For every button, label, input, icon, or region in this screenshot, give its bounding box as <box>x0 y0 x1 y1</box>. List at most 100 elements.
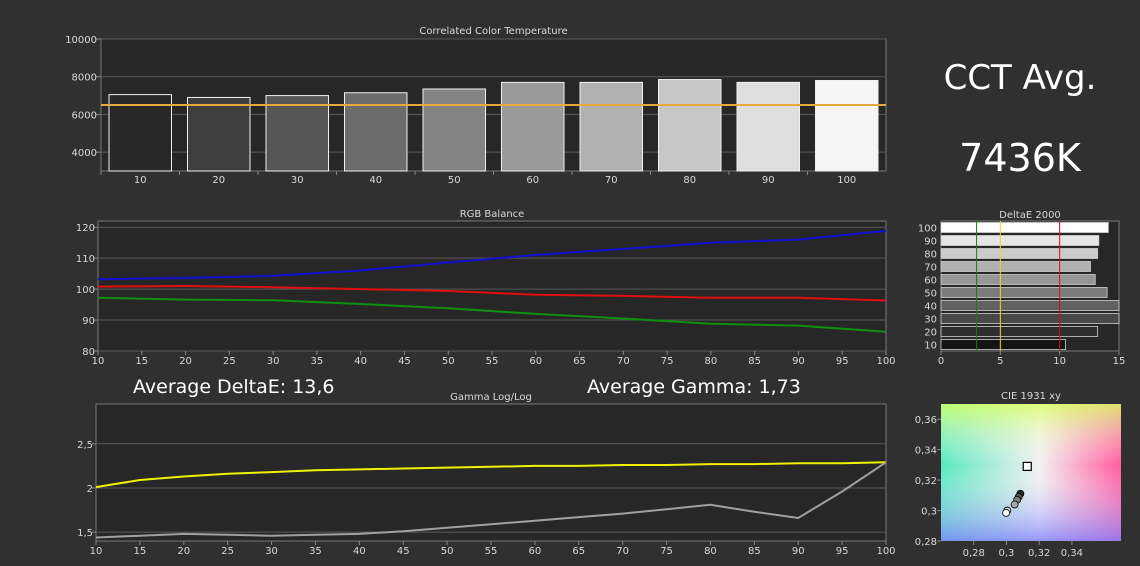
deltae-bar <box>940 313 1120 324</box>
rgb-x-tick-label: 20 <box>179 356 192 367</box>
rgb-y-tick-label: 110 <box>76 254 95 265</box>
cct-x-tick-label: 10 <box>134 175 147 186</box>
deltae-bar <box>940 222 1109 233</box>
cct-bar <box>265 95 329 172</box>
rgb-x-tick-label: 85 <box>748 356 761 367</box>
rgb-x-tick-label: 95 <box>836 356 849 367</box>
cie-x-tick-label: 0,34 <box>1061 548 1083 559</box>
cie-y-tick-label: 0,36 <box>915 415 937 426</box>
rgb-y-tick-label: 90 <box>82 316 95 327</box>
cct-x-tick-label: 40 <box>369 175 382 186</box>
cct-average-value: 7436K <box>959 136 1081 180</box>
rgb-x-tick-label: 35 <box>311 356 324 367</box>
deltae-y-tick-label: 90 <box>924 237 937 248</box>
cct-x-tick-label: 100 <box>837 175 856 186</box>
rgb-x-tick-label: 50 <box>442 356 455 367</box>
deltae-y-tick-label: 30 <box>924 315 937 326</box>
deltae-x-ticks: 0 5 10 15 <box>938 351 1125 367</box>
rgb-y-tick-label: 120 <box>76 223 95 234</box>
deltae-y-ticks: 100 90 80 70 60 50 40 30 20 10 <box>918 224 937 352</box>
deltae-y-tick-label: 10 <box>924 341 937 352</box>
gamma-x-tick-label: 65 <box>572 546 585 557</box>
cie-chart-title: CIE 1931 xy <box>1001 391 1061 402</box>
deltae-bars <box>940 222 1120 350</box>
deltae-bar <box>940 248 1099 259</box>
deltae-chart: DeltaE 2000 100 90 80 70 60 50 40 30 20 10 0 5 10 15 <box>918 210 1125 367</box>
gamma-x-tick-label: 35 <box>309 546 322 557</box>
gamma-x-tick-label: 25 <box>221 546 234 557</box>
rgb-chart-title: RGB Balance <box>460 209 525 220</box>
cie-y-tick-label: 0,3 <box>921 507 937 518</box>
cct-x-ticks: 10 20 30 40 50 60 70 80 90 100 <box>100 171 856 186</box>
deltae-bar <box>940 339 1066 350</box>
average-deltae-label: Average DeltaE: 13,6 <box>133 376 335 398</box>
rgb-series-line <box>97 284 887 302</box>
rgb-x-tick-label: 80 <box>705 356 718 367</box>
gamma-y-tick-label: 2,5 <box>77 440 93 451</box>
gamma-plot-area <box>95 403 887 542</box>
deltae-y-tick-label: 80 <box>924 250 937 261</box>
deltae-x-tick-label: 0 <box>938 356 944 367</box>
deltae-bar <box>940 300 1120 311</box>
cct-x-tick-label: 80 <box>683 175 696 186</box>
gamma-x-tick-label: 85 <box>748 546 761 557</box>
rgb-x-tick-label: 60 <box>529 356 542 367</box>
rgb-y-tick-label: 80 <box>82 347 95 358</box>
cct-y-tick-label: 4000 <box>72 148 97 159</box>
cct-y-tick-label: 8000 <box>72 73 97 84</box>
deltae-bar <box>940 261 1091 272</box>
cie-y-tick-label: 0,32 <box>915 476 937 487</box>
gamma-chart-title: Gamma Log/Log <box>450 392 532 403</box>
rgb-chart: RGB Balance 80 90 100 110 120 10 15 20 25 30 35 40… <box>76 209 896 367</box>
cct-bar <box>187 96 251 172</box>
cie-x-tick-label: 0,32 <box>1028 548 1050 559</box>
gamma-x-tick-label: 55 <box>485 546 498 557</box>
deltae-chart-title: DeltaE 2000 <box>999 210 1061 221</box>
rgb-y-tick-label: 100 <box>76 285 95 296</box>
rgb-x-tick-label: 55 <box>486 356 499 367</box>
cct-x-tick-label: 20 <box>212 175 225 186</box>
rgb-x-ticks: 10 15 20 25 30 35 40 45 50 55 60 65 70 75 80 85 90 95 100 <box>92 351 896 367</box>
cie-target-marker <box>1022 461 1032 472</box>
cie-x-ticks: 0,28 0,3 0,32 0,34 <box>963 541 1083 559</box>
rgb-x-tick-label: 40 <box>354 356 367 367</box>
cie-y-ticks: 0,28 0,3 0,32 0,34 0,36 <box>915 415 941 548</box>
cct-bar <box>108 94 172 172</box>
gamma-y-ticks: 1,5 2 2,5 <box>77 440 96 539</box>
deltae-y-tick-label: 70 <box>924 263 937 274</box>
gamma-x-tick-label: 50 <box>441 546 454 557</box>
cct-y-tick-label: 10000 <box>65 35 97 46</box>
deltae-bar <box>940 235 1100 246</box>
cie-color-field-overlay <box>941 404 1121 541</box>
cct-x-tick-label: 70 <box>605 175 618 186</box>
deltae-y-tick-label: 100 <box>918 224 937 235</box>
gamma-x-tick-label: 80 <box>704 546 717 557</box>
rgb-x-tick-label: 25 <box>223 356 236 367</box>
gamma-gridlines <box>96 443 886 533</box>
rgb-x-tick-label: 65 <box>573 356 586 367</box>
deltae-y-tick-label: 40 <box>924 302 937 313</box>
gamma-x-tick-label: 40 <box>353 546 366 557</box>
average-gamma-label: Average Gamma: 1,73 <box>587 376 801 398</box>
deltae-bar <box>940 274 1096 285</box>
gamma-x-tick-label: 100 <box>876 546 895 557</box>
cie-point <box>1010 500 1019 509</box>
cct-y-tick-label: 6000 <box>72 110 97 121</box>
rgb-x-tick-label: 10 <box>92 356 105 367</box>
deltae-bar <box>940 326 1099 337</box>
cie-x-tick-label: 0,28 <box>963 548 985 559</box>
deltae-thresholds <box>976 221 1061 351</box>
cct-average-title: CCT Avg. <box>943 58 1097 98</box>
deltae-y-tick-label: 20 <box>924 328 937 339</box>
cct-bar <box>579 81 643 172</box>
cie-point <box>1002 508 1011 517</box>
cie-points <box>1002 461 1032 517</box>
cct-bar <box>736 81 800 172</box>
cie-y-tick-label: 0,34 <box>915 446 937 457</box>
gamma-x-tick-label: 95 <box>836 546 849 557</box>
cct-bar <box>815 79 879 172</box>
rgb-series-line <box>97 229 887 281</box>
deltae-x-tick-label: 10 <box>1053 356 1066 367</box>
cct-x-tick-label: 50 <box>448 175 461 186</box>
